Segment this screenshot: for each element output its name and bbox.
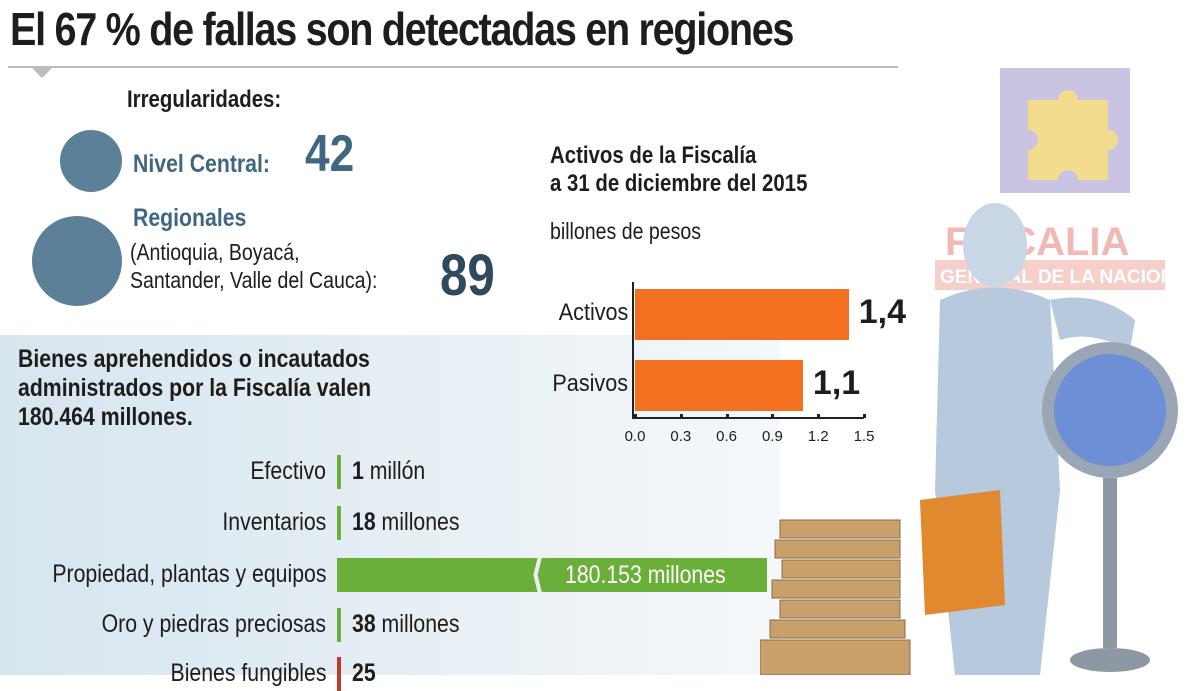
folder bbox=[920, 490, 1005, 615]
regional-detail-line: (Antioquia, Boyacá, bbox=[130, 239, 300, 265]
irregularities-heading: Irregularidades: bbox=[127, 86, 282, 113]
figure-head bbox=[963, 203, 1027, 287]
x-tick-mark bbox=[771, 414, 775, 418]
x-tick-label: 1.5 bbox=[853, 428, 875, 445]
x-tick-mark bbox=[634, 414, 637, 418]
bar-activos bbox=[635, 289, 849, 340]
divider bbox=[8, 66, 898, 68]
x-axis bbox=[632, 417, 864, 419]
category-label: Activos bbox=[558, 299, 628, 326]
row-value: 38 millones bbox=[352, 610, 459, 639]
magnifier-handle bbox=[1103, 478, 1117, 648]
regional-value: 89 bbox=[440, 243, 495, 308]
central-circle bbox=[60, 130, 122, 192]
row-bar bbox=[337, 506, 341, 540]
row-label: Inventarios bbox=[222, 508, 326, 536]
x-tick-label: 1.2 bbox=[807, 428, 829, 445]
row-label: Propiedad, plantas y equipos bbox=[51, 560, 326, 588]
x-tick-label: 0.3 bbox=[670, 428, 692, 445]
document-stack bbox=[760, 519, 911, 675]
data-label: 1,1 bbox=[812, 364, 861, 402]
x-tick-mark bbox=[863, 414, 866, 418]
row-value-number: 38 bbox=[352, 610, 376, 638]
regional-detail: (Antioquia, Boyacá, Santander, Valle del… bbox=[130, 238, 377, 294]
row-value: 1 millón bbox=[352, 457, 425, 486]
figure-body bbox=[935, 287, 1060, 675]
row-label: Oro y piedras preciosas bbox=[101, 610, 326, 638]
central-label: Nivel Central: bbox=[133, 150, 270, 178]
row-value: 180.153 millones bbox=[565, 561, 726, 589]
row-value-number: 18 bbox=[352, 508, 376, 536]
row-value-number: 25 bbox=[352, 659, 376, 687]
regional-label: Regionales bbox=[133, 204, 247, 232]
x-tick-label: 0.9 bbox=[761, 428, 783, 445]
row-bar bbox=[337, 657, 341, 691]
row-label: Efectivo bbox=[250, 457, 326, 485]
chart-title-line: a 31 de diciembre del 2015 bbox=[550, 170, 808, 197]
row-bar bbox=[337, 608, 341, 642]
row-value-unit: millones bbox=[375, 610, 460, 638]
heading-line: Bienes aprehendidos o incautados bbox=[18, 345, 370, 373]
seized-assets-heading: Bienes aprehendidos o incautados adminis… bbox=[18, 345, 371, 432]
x-tick-mark bbox=[679, 414, 683, 418]
row-value-unit: millones bbox=[375, 508, 460, 536]
row-value: 18 millones bbox=[352, 508, 459, 537]
bar-pasivos bbox=[635, 360, 803, 411]
x-tick-label: 0.6 bbox=[716, 428, 738, 445]
chart-title-line: Activos de la Fiscalía bbox=[550, 142, 757, 169]
row-bar bbox=[337, 455, 341, 489]
central-value: 42 bbox=[305, 125, 355, 183]
heading-line: 180.464 millones. bbox=[18, 403, 193, 431]
x-tick-mark bbox=[725, 414, 729, 418]
row-label: Bienes fungibles bbox=[170, 659, 326, 687]
category-label: Pasivos bbox=[552, 370, 628, 397]
magnifier-lens bbox=[1042, 342, 1178, 478]
chart-title: Activos de la Fiscalía a 31 de diciembre… bbox=[550, 142, 807, 198]
puzzle-icon bbox=[1028, 90, 1118, 180]
chart-subtitle: billones de pesos bbox=[550, 218, 702, 244]
row-value-unit: millón bbox=[363, 457, 426, 485]
illustration: FISCALIA GENERAL DE LA NACION bbox=[760, 68, 1178, 675]
row-value: 25 bbox=[352, 659, 376, 688]
row-bar bbox=[337, 558, 767, 592]
headline: El 67 % de fallas son detectadas en regi… bbox=[10, 3, 794, 55]
heading-line: administrados por la Fiscalía valen bbox=[18, 374, 372, 402]
figure-arm bbox=[1050, 297, 1135, 350]
row-value-number: 1 bbox=[352, 457, 364, 485]
y-axis bbox=[632, 282, 634, 419]
x-tick-mark bbox=[817, 414, 821, 418]
divider-notch bbox=[30, 66, 54, 78]
x-tick-label: 0.0 bbox=[624, 428, 646, 445]
regional-circle bbox=[32, 216, 122, 306]
magnifier-base bbox=[1070, 648, 1150, 672]
bar-break-gap bbox=[533, 558, 542, 592]
regional-detail-line: Santander, Valle del Cauca): bbox=[130, 267, 378, 293]
data-label: 1,4 bbox=[858, 293, 906, 331]
